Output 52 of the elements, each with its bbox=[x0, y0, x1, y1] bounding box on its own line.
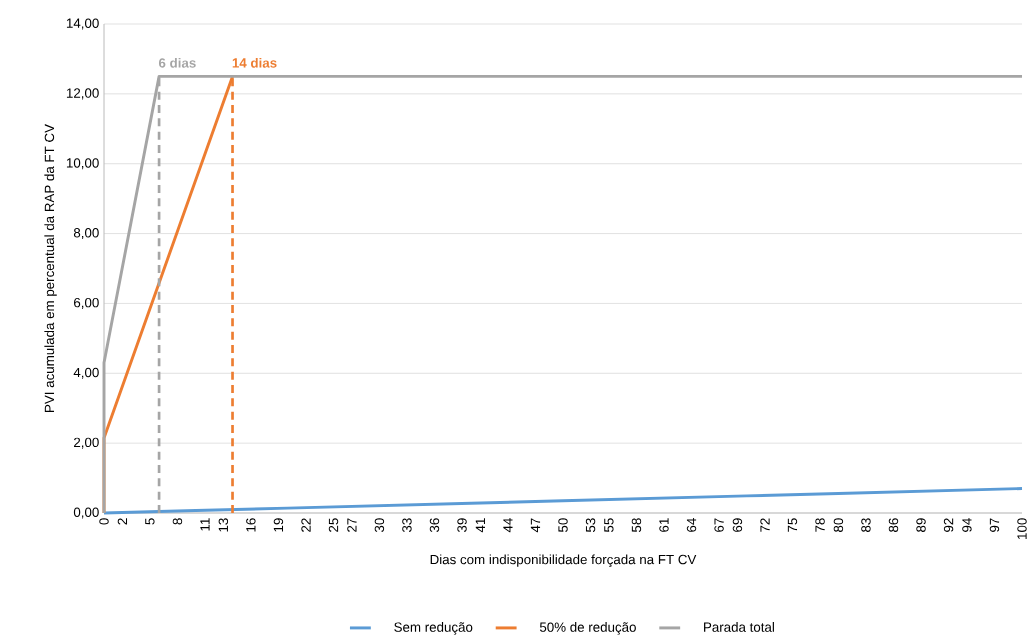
x-tick-label: 53 bbox=[585, 518, 596, 532]
x-tick-label: 92 bbox=[943, 518, 954, 532]
x-tick-label: 13 bbox=[218, 518, 229, 532]
x-tick-label: 89 bbox=[916, 518, 926, 532]
x-tick-label: 100 bbox=[1017, 518, 1027, 539]
x-tick-label: 0 bbox=[99, 518, 109, 525]
y-tick-label: 6,00 bbox=[74, 297, 99, 309]
ref-line-label: 6 dias bbox=[158, 57, 196, 68]
x-tick-label: 78 bbox=[815, 518, 825, 532]
y-tick-label: 0,00 bbox=[73, 507, 99, 519]
x-tick-label: 30 bbox=[374, 518, 385, 533]
x-tick-label: 2 bbox=[117, 518, 128, 525]
x-tick-label: 22 bbox=[301, 518, 311, 532]
legend-label: 50% de redução bbox=[539, 622, 636, 635]
x-tick-label: 44 bbox=[503, 518, 513, 533]
x-tick-label: 55 bbox=[604, 518, 614, 532]
x-tick-label: 47 bbox=[530, 518, 541, 533]
y-tick-label: 14,00 bbox=[66, 18, 99, 30]
x-tick-label: 97 bbox=[989, 518, 1000, 532]
x-tick-label: 75 bbox=[787, 518, 798, 532]
x-tick-label: 58 bbox=[631, 518, 642, 532]
x-tick-label: 36 bbox=[429, 518, 440, 533]
y-tick-label: 10,00 bbox=[66, 158, 99, 170]
x-tick-label: 11 bbox=[200, 518, 210, 531]
x-tick-label: 33 bbox=[402, 518, 412, 533]
x-tick-label: 5 bbox=[145, 518, 155, 525]
x-tick-label: 64 bbox=[686, 518, 697, 532]
y-axis-title: PVI acumulada em percentual da RAP da FT CV bbox=[44, 124, 57, 412]
x-tick-label: 19 bbox=[273, 518, 284, 532]
x-tick-label: 61 bbox=[659, 518, 669, 532]
x-tick-label: 8 bbox=[172, 518, 183, 525]
y-tick-label: 12,00 bbox=[66, 88, 99, 100]
x-tick-label: 39 bbox=[457, 518, 467, 533]
x-tick-label: 67 bbox=[714, 518, 724, 532]
x-tick-label: 16 bbox=[246, 518, 256, 532]
ref-line-label: 14 dias bbox=[232, 57, 277, 68]
y-tick-label: 8,00 bbox=[73, 228, 99, 240]
x-tick-label: 25 bbox=[328, 518, 339, 532]
x-tick-label: 94 bbox=[962, 518, 972, 532]
x-tick-label: 86 bbox=[888, 518, 899, 532]
x-tick-label: 41 bbox=[475, 518, 485, 533]
x-tick-label: 72 bbox=[760, 518, 770, 532]
legend-label: Sem redução bbox=[394, 622, 473, 635]
x-tick-label: 80 bbox=[833, 518, 844, 532]
y-tick-label: 4,00 bbox=[73, 367, 99, 379]
x-tick-label: 83 bbox=[861, 518, 871, 532]
y-tick-label: 2,00 bbox=[74, 437, 99, 449]
x-tick-label: 27 bbox=[347, 518, 357, 532]
x-tick-label: 50 bbox=[558, 518, 568, 532]
x-axis-title: Dias com indisponibilidade forçada na FT CV bbox=[430, 554, 697, 567]
legend-label: Parada total bbox=[704, 622, 774, 632]
x-tick-label: 69 bbox=[732, 518, 743, 532]
